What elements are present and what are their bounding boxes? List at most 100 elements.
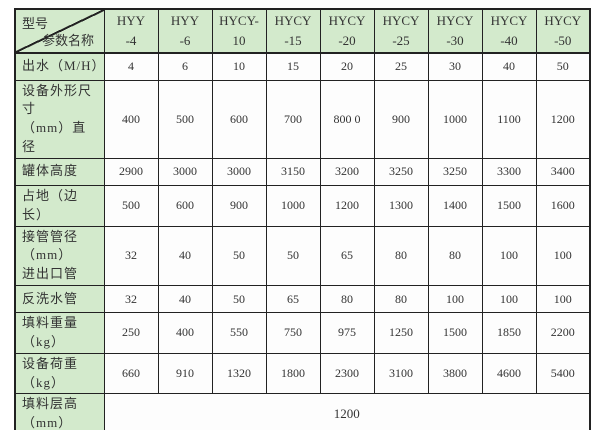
table-cell: 3300 (481, 157, 537, 186)
row-label-text: 反洗水管 (22, 290, 79, 306)
row-label-text: 罐体高度 (22, 163, 79, 179)
table-cell: 1850 (481, 312, 537, 354)
model-header: HYCY -40 (481, 8, 537, 54)
table-cell: 1000 (427, 79, 483, 159)
row-label-text2: 进出口管 (22, 266, 79, 282)
table-cell: 20 (319, 52, 375, 81)
row-label: 占地（边长） (14, 184, 105, 227)
table-cell: 600 (211, 79, 267, 159)
table-cell: 40 (157, 285, 213, 314)
model-header: HYY -6 (157, 8, 213, 54)
model-suffix: -25 (392, 33, 410, 48)
table-cell: 100 (481, 225, 537, 287)
table-cell: 3250 (427, 157, 483, 186)
table-cell: 900 (211, 184, 267, 227)
model-suffix: -30 (446, 33, 464, 48)
table-cell: 80 (319, 285, 375, 314)
row-label-text: 设备荷重（kg） (22, 355, 79, 390)
table-cell: 800 0 (319, 79, 375, 159)
table-cell: 1500 (481, 184, 537, 227)
model-suffix: -40 (500, 33, 518, 48)
table-cell: 80 (427, 225, 483, 287)
table-cell: 2200 (535, 312, 591, 354)
table-cell: 2900 (103, 157, 159, 186)
row-label-text: 填料层高（mm） (22, 396, 79, 430)
table-cell: 750 (265, 312, 321, 354)
table-cell: 40 (157, 225, 213, 287)
table-cell: 3200 (319, 157, 375, 186)
row-label-text: 占地（边长） (22, 187, 79, 222)
table-cell: 975 (319, 312, 375, 354)
merged-value-cell: 1200 (103, 393, 591, 430)
model-name: HYCY (382, 12, 420, 28)
table-cell: 50 (535, 52, 591, 81)
row-label: 填料层高（mm） (14, 393, 105, 430)
table-cell: 1200 (535, 79, 591, 159)
model-header: HYCY -20 (319, 8, 375, 54)
model-header: HYCY- 10 (211, 8, 267, 54)
table-cell: 700 (265, 79, 321, 159)
model-suffix: -4 (125, 33, 137, 48)
table-cell: 660 (103, 352, 159, 395)
row-label-text2: （mm）直径 (22, 120, 87, 155)
model-header: HYCY -25 (373, 8, 429, 54)
table-cell: 550 (211, 312, 267, 354)
model-header: HYCY -30 (427, 8, 483, 54)
row-label: 反洗水管 (14, 285, 105, 314)
table-cell: 100 (427, 285, 483, 314)
table-cell: 250 (103, 312, 159, 354)
table-cell: 40 (481, 52, 537, 81)
table-row-footprint: 占地（边长） 500 600 900 1000 1200 1300 1400 1… (14, 184, 591, 227)
table-cell: 500 (157, 79, 213, 159)
model-name: HYCY- (219, 12, 259, 28)
table-cell: 65 (319, 225, 375, 287)
row-label: 设备荷重（kg） (14, 352, 105, 395)
corner-param-label: 参数名称 (42, 33, 95, 48)
table-cell: 3400 (535, 157, 591, 186)
table-cell: 3150 (265, 157, 321, 186)
table-cell: 1800 (265, 352, 321, 395)
table-cell: 3000 (157, 157, 213, 186)
table-cell: 6 (157, 52, 213, 81)
table-cell: 4 (103, 52, 159, 81)
model-name: HYY (170, 12, 200, 28)
table-cell: 3250 (373, 157, 429, 186)
table-cell: 3000 (211, 157, 267, 186)
row-label: 填料重量（kg） (14, 312, 105, 354)
table-cell: 80 (373, 285, 429, 314)
table-row-filler-weight: 填料重量（kg） 250 400 550 750 975 1250 1500 1… (14, 312, 591, 354)
table-cell: 100 (481, 285, 537, 314)
model-name: HYCY (436, 12, 474, 28)
table-cell: 400 (103, 79, 159, 159)
spec-table: 型号 参数名称 HYY -4 HYY -6 HYCY- 10 HYCY -15 HYCY… (14, 8, 591, 430)
table-cell: 4600 (481, 352, 537, 395)
model-name: HYY (116, 12, 146, 28)
table-row-backwash-pipe: 反洗水管 32 40 50 65 80 80 100 100 100 (14, 285, 591, 314)
table-cell: 15 (265, 52, 321, 81)
table-cell: 1600 (535, 184, 591, 227)
table-row-pipe-diameter: 接管管径（mm） 进出口管 32 40 50 50 65 80 80 100 10… (14, 225, 591, 287)
table-cell: 900 (373, 79, 429, 159)
table-cell: 3100 (373, 352, 429, 395)
table-cell: 65 (265, 285, 321, 314)
table-cell: 1000 (265, 184, 321, 227)
row-label-text: 填料重量（kg） (22, 315, 79, 349)
model-suffix: -6 (179, 33, 191, 48)
model-suffix: -15 (284, 33, 302, 48)
table-cell: 1400 (427, 184, 483, 227)
table-cell: 50 (211, 285, 267, 314)
corner-model-label: 型号 (22, 16, 49, 31)
table-cell: 80 (373, 225, 429, 287)
table-row-outer-dimensions: 设备外形尺寸 （mm）直径 400 500 600 700 800 0 900 1… (14, 79, 591, 159)
table-cell: 3800 (427, 352, 483, 395)
table-cell: 5400 (535, 352, 591, 395)
row-label-text: 设备外形尺寸 (22, 82, 93, 117)
table-cell: 25 (373, 52, 429, 81)
model-suffix: -20 (338, 33, 356, 48)
table-cell: 1250 (373, 312, 429, 354)
table-cell: 600 (157, 184, 213, 227)
model-suffix: 10 (232, 33, 246, 48)
table-cell: 100 (535, 285, 591, 314)
table-cell: 500 (103, 184, 159, 227)
